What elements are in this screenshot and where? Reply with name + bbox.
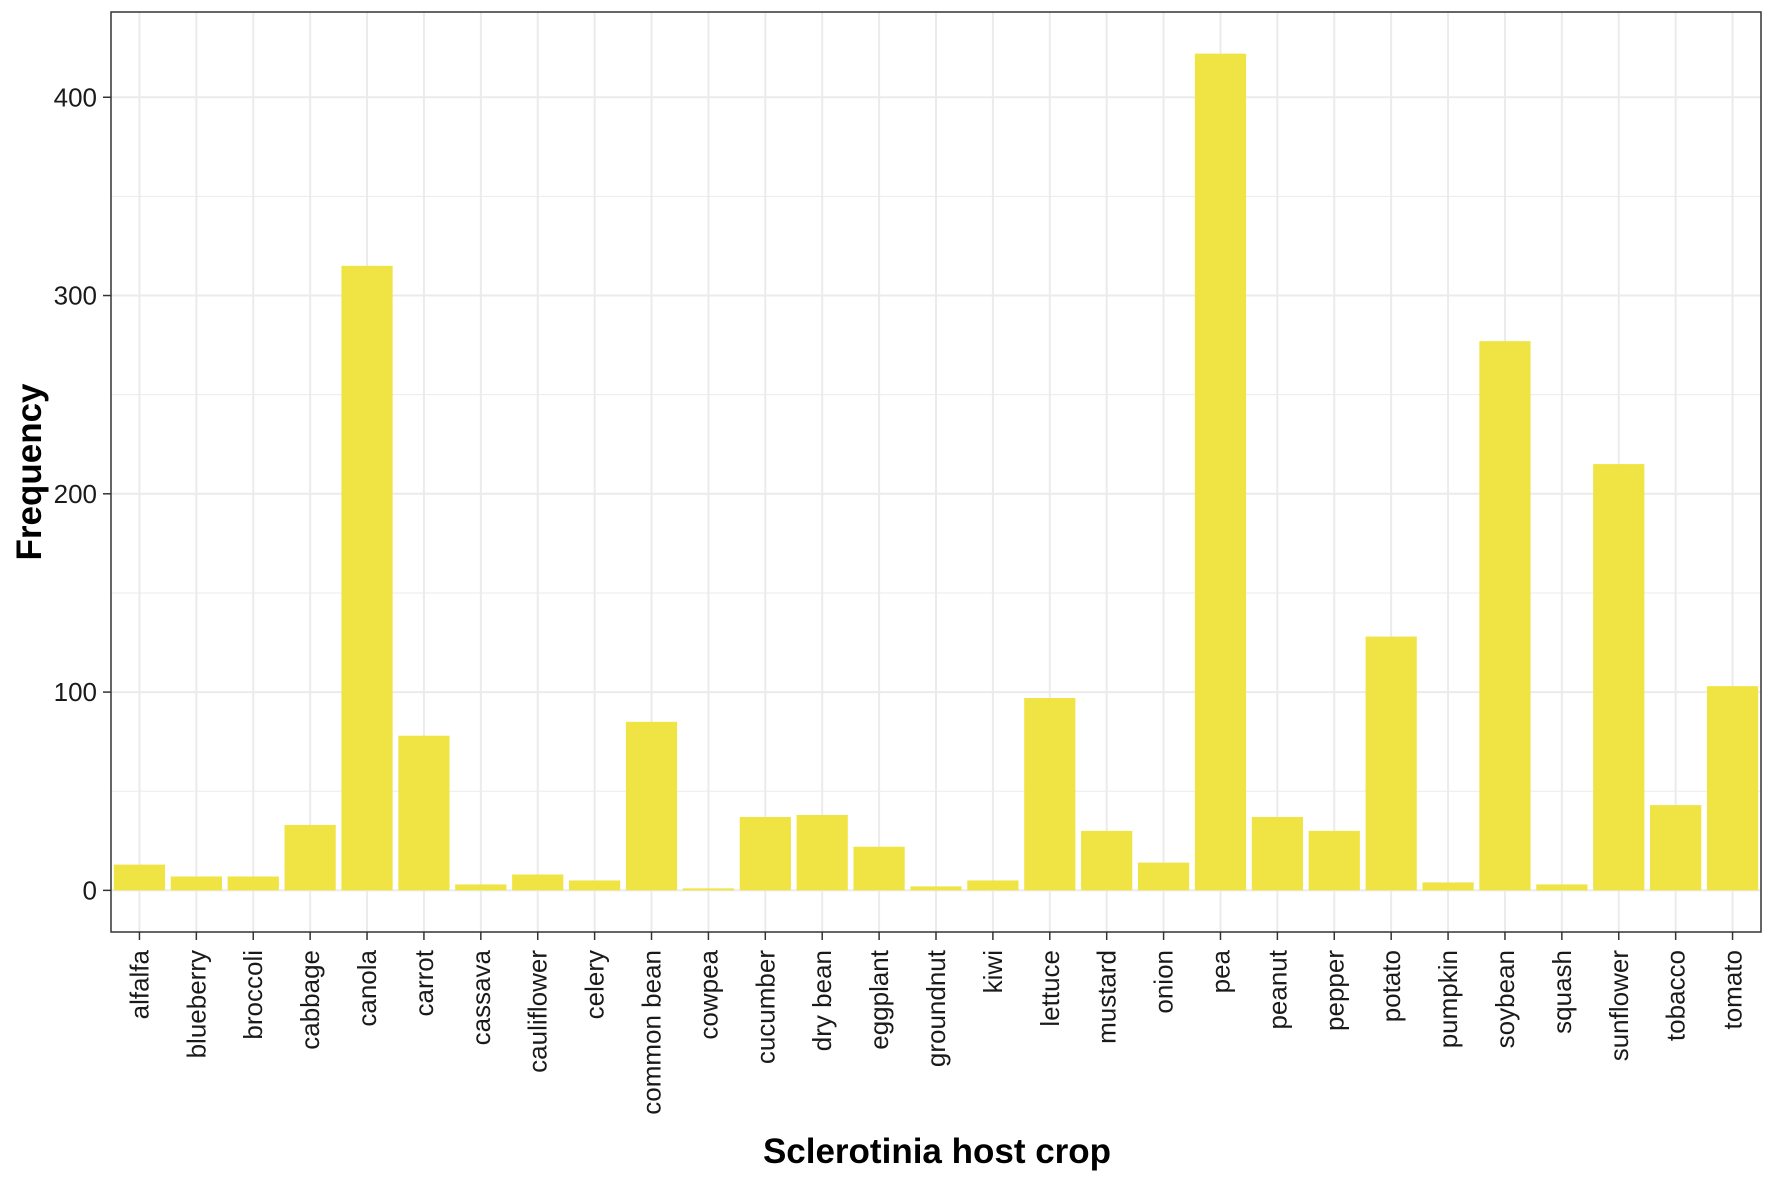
x-tick-label: potato	[1376, 950, 1406, 1022]
x-tick-label: canola	[352, 949, 382, 1026]
y-axis-title: Frequency	[10, 383, 49, 561]
y-tick-label: 400	[54, 82, 97, 112]
y-tick-labels: 0 100 200 300 400	[54, 82, 97, 905]
x-tick-label: pea	[1205, 949, 1235, 993]
bar-pepper	[1308, 830, 1360, 891]
bar-kiwi	[967, 880, 1019, 891]
x-tick-label: carrot	[409, 949, 439, 1016]
bar-onion	[1137, 862, 1190, 891]
x-tick-label: soybean	[1490, 950, 1520, 1048]
x-tick-label: pepper	[1319, 950, 1349, 1031]
bar-dry-bean	[796, 815, 848, 891]
bars	[113, 53, 1759, 891]
bar-canola	[341, 265, 393, 891]
x-tick-label: sunflower	[1604, 950, 1634, 1062]
bar-tomato	[1706, 686, 1759, 891]
bar-potato	[1365, 636, 1417, 891]
x-tick-label: squash	[1547, 950, 1577, 1034]
bar-cowpea	[682, 888, 735, 891]
bar-groundnut	[910, 886, 962, 891]
y-tick-label: 100	[54, 677, 97, 707]
x-tick-label: cowpea	[693, 949, 723, 1039]
x-tick-label: common bean	[637, 950, 667, 1115]
bar-squash	[1536, 884, 1588, 891]
x-tick-label: alfalfa	[124, 949, 154, 1019]
bar-celery	[569, 880, 621, 891]
x-tick-labels: alfalfa blueberry broccoli cabbage canola car…	[124, 949, 1747, 1115]
x-tick-label: kiwi	[978, 950, 1008, 993]
bar-soybean	[1479, 341, 1531, 891]
x-tick-label: cabbage	[295, 950, 325, 1050]
bar-tobacco	[1650, 805, 1702, 891]
x-tick-label: pumpkin	[1433, 950, 1463, 1048]
bar-cabbage	[284, 824, 336, 891]
bar-cassava	[455, 884, 507, 891]
x-tick-label: peanut	[1262, 949, 1292, 1029]
bar-common-bean	[625, 721, 678, 891]
axis-ticks	[103, 96, 1734, 940]
x-tick-label: dry bean	[807, 950, 837, 1051]
x-tick-label: blueberry	[181, 950, 211, 1058]
bar-sunflower	[1593, 464, 1645, 891]
x-tick-label: tobacco	[1661, 950, 1691, 1041]
bar-carrot	[398, 735, 450, 891]
y-tick-label: 200	[54, 479, 97, 509]
y-tick-label: 0	[83, 875, 97, 905]
x-tick-label: eggplant	[864, 949, 894, 1050]
bar-mustard	[1081, 830, 1133, 891]
bar-peanut	[1251, 817, 1303, 891]
x-tick-label: mustard	[1092, 950, 1122, 1044]
x-tick-label: onion	[1149, 950, 1179, 1014]
x-tick-label: tomato	[1718, 950, 1748, 1030]
x-tick-label: groundnut	[921, 949, 951, 1067]
bar-alfalfa	[113, 864, 166, 891]
y-tick-label: 300	[54, 281, 97, 311]
bar-pumpkin	[1422, 882, 1474, 891]
bar-eggplant	[853, 846, 905, 891]
x-tick-label: cassava	[466, 949, 496, 1045]
x-axis-title: Sclerotinia host crop	[763, 1132, 1111, 1171]
x-tick-label: cucumber	[750, 950, 780, 1064]
bar-blueberry	[170, 876, 222, 891]
bar-broccoli	[227, 876, 279, 891]
bar-cauliflower	[512, 874, 564, 891]
bar-pea	[1194, 53, 1247, 891]
bar-cucumber	[739, 817, 791, 891]
x-tick-label: lettuce	[1035, 950, 1065, 1027]
bar-lettuce	[1024, 698, 1076, 891]
x-tick-label: broccoli	[238, 950, 268, 1040]
x-tick-label: celery	[580, 950, 610, 1019]
x-tick-label: cauliflower	[523, 950, 553, 1073]
